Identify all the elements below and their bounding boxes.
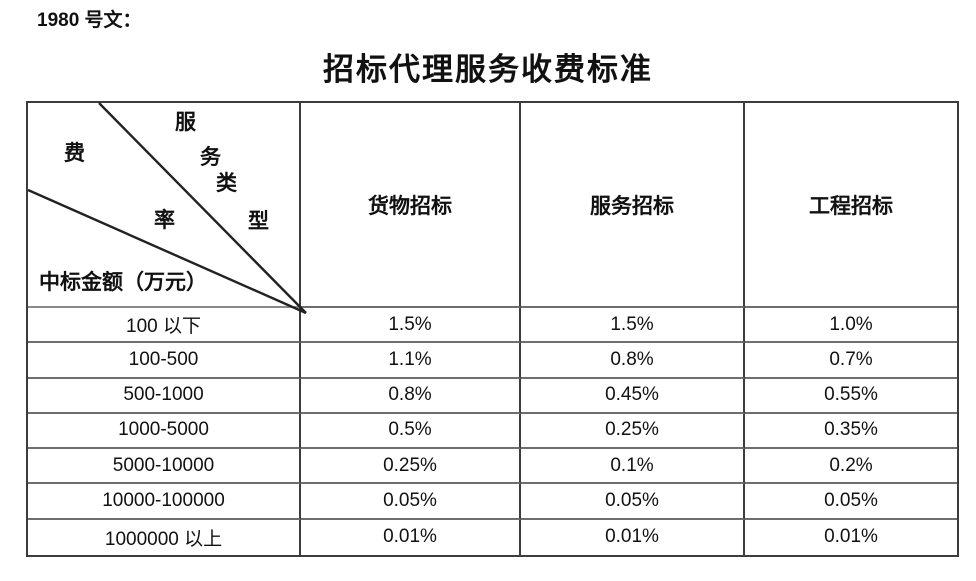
row-range: 5000-10000 bbox=[28, 449, 301, 485]
rate-cell: 1.5% bbox=[301, 308, 521, 344]
rate-cell: 0.01% bbox=[824, 526, 878, 548]
diagonal-label-rate-char: 率 bbox=[154, 208, 175, 232]
document-number-label: 1980 号文： bbox=[37, 10, 142, 31]
diagonal-label-service-type-char: 务 bbox=[200, 145, 221, 169]
rate-cell: 0.8% bbox=[301, 378, 521, 414]
rate-cell: 0.35% bbox=[745, 414, 957, 450]
rate-cell: 0.01% bbox=[301, 519, 521, 555]
diagonal-label-rate-char: 费 bbox=[64, 141, 85, 165]
fee-standard-table: 服 务 类 型 费 率 中标金额（万元） 货物招标 服务招标 工程招标 100 … bbox=[26, 101, 959, 557]
diagonal-label-service-type-char: 类 bbox=[216, 171, 237, 195]
rate-cell: 0.05% bbox=[745, 484, 957, 520]
diagonal-label-amount: 中标金额（万元） bbox=[39, 270, 207, 294]
rate-cell: 0.05% bbox=[521, 484, 745, 520]
rate-cell: 0.8% bbox=[521, 343, 745, 379]
rate-cell: 1.1% bbox=[301, 343, 521, 379]
rate-cell: 0.45% bbox=[521, 378, 745, 414]
row-range: 1000000 以上 bbox=[28, 519, 301, 555]
column-header-goods: 货物招标 bbox=[301, 103, 521, 308]
diagonal-label-service-type-char: 型 bbox=[248, 209, 269, 233]
diagonal-header-cell: 服 务 类 型 费 率 中标金额（万元） bbox=[27, 102, 307, 315]
rate-cell: 0.05% bbox=[301, 484, 521, 520]
rate-cell: 0.55% bbox=[745, 379, 957, 414]
diagonal-label-service-type-char: 服 bbox=[175, 110, 196, 134]
rate-cell: 1.0% bbox=[745, 308, 957, 344]
diagonal-divider-lines bbox=[27, 102, 307, 315]
rate-cell: 0.1% bbox=[521, 449, 745, 485]
rate-cell: 0.25% bbox=[301, 449, 521, 485]
rate-cell: 0.2% bbox=[745, 449, 957, 485]
rate-cell: 0.01% bbox=[521, 519, 745, 555]
row-range: 10000-100000 bbox=[28, 484, 301, 520]
rate-cell: 0.25% bbox=[521, 413, 745, 450]
rate-cell: 1.5% bbox=[521, 308, 745, 344]
rate-cell: 0.7% bbox=[745, 343, 957, 379]
row-range: 500-1000 bbox=[28, 378, 301, 414]
row-range: 1000-5000 bbox=[28, 413, 301, 450]
row-range: 100-500 bbox=[28, 343, 301, 379]
column-header-service: 服务招标 bbox=[521, 103, 745, 308]
row-range: 100 以下 bbox=[28, 308, 301, 344]
page-title: 招标代理服务收费标准 bbox=[323, 52, 653, 87]
rate-cell: 0.5% bbox=[301, 413, 521, 450]
column-header-engineering: 工程招标 bbox=[745, 103, 957, 308]
